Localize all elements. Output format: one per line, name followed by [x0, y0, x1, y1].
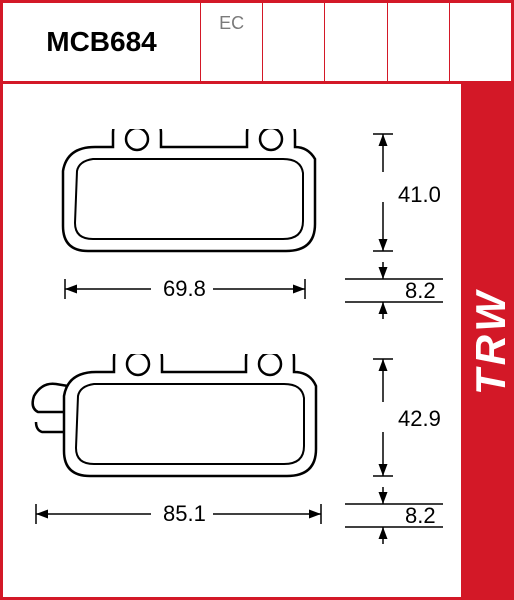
- dim-bot-thick: 8.2: [405, 503, 436, 529]
- dim-top-height: 41.0: [398, 182, 441, 208]
- header-cell-3: [387, 0, 449, 84]
- spec-sheet: MCB684 EC: [0, 0, 514, 600]
- dim-bot-width: 85.1: [163, 501, 206, 527]
- header-cell-2: [324, 0, 386, 84]
- header-row: MCB684 EC: [0, 0, 514, 84]
- dim-bot-height: 42.9: [398, 406, 441, 432]
- dim-top-thick: 8.2: [405, 278, 436, 304]
- header-cell-1: [262, 0, 324, 84]
- header-cell-0: EC: [200, 0, 262, 84]
- dim-top-width: 69.8: [163, 276, 206, 302]
- drawing-body: 41.0 69.8 8.2 42.9 85.1 8.2 TRW: [0, 84, 514, 600]
- dimension-overlay: [3, 84, 463, 600]
- brand-stripe: TRW: [461, 84, 514, 600]
- part-number: MCB684: [0, 0, 200, 84]
- header-cell-4: [449, 0, 514, 84]
